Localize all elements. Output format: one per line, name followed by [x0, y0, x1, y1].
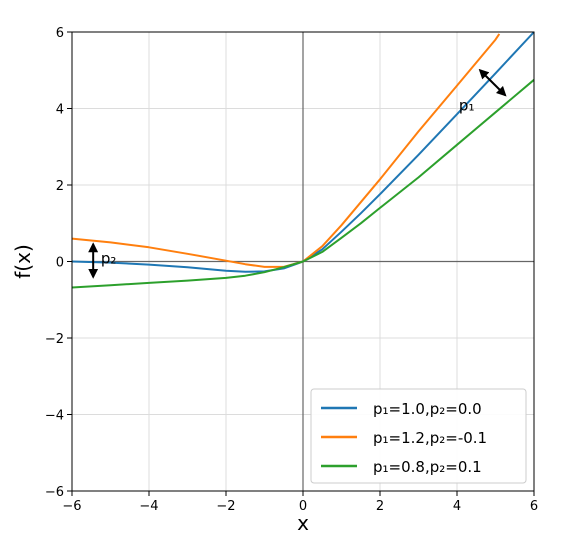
p1-annotation-label: p₁	[459, 96, 475, 114]
x-tick-label: 0	[299, 499, 307, 514]
p1-annotation: p₁	[459, 68, 507, 114]
y-tick-label: −6	[45, 485, 64, 500]
y-tick-label: −2	[45, 332, 64, 347]
series-layer	[71, 31, 535, 289]
y-tick-label: 4	[56, 103, 64, 118]
tick-layer: −6 −4 −2 0 2 4 6 −6 −4 −2 0 2 4 6	[45, 26, 538, 514]
legend: p₁=1.0,p₂=0.0 p₁=1.2,p₂=-0.1 p₁=0.8,p₂=0…	[310, 388, 527, 484]
legend-label-series-3: p₁=0.8,p₂=0.1	[373, 458, 482, 476]
x-axis-label: x	[297, 511, 309, 535]
x-tick-label: 4	[453, 499, 461, 514]
x-tick-label: 2	[376, 499, 384, 514]
legend-box	[310, 388, 527, 484]
y-tick-label: 0	[56, 256, 64, 271]
p1-double-arrow	[478, 68, 507, 97]
x-tick-label: −2	[216, 499, 235, 514]
series-line-2	[71, 33, 501, 268]
p2-annotation-label: p₂	[101, 250, 117, 268]
legend-label-series-2: p₁=1.2,p₂=-0.1	[373, 429, 487, 447]
y-tick-label: −4	[45, 409, 64, 424]
series-line-3	[71, 79, 535, 289]
x-tick-label: −6	[62, 499, 81, 514]
legend-label-series-1: p₁=1.0,p₂=0.0	[373, 400, 482, 418]
y-tick-label: 2	[56, 179, 64, 194]
x-tick-label: 6	[530, 499, 538, 514]
y-axis-label: f(x)	[11, 244, 35, 278]
p2-annotation: p₂	[88, 242, 117, 279]
y-tick-label: 6	[56, 26, 64, 41]
x-tick-label: −4	[139, 499, 158, 514]
